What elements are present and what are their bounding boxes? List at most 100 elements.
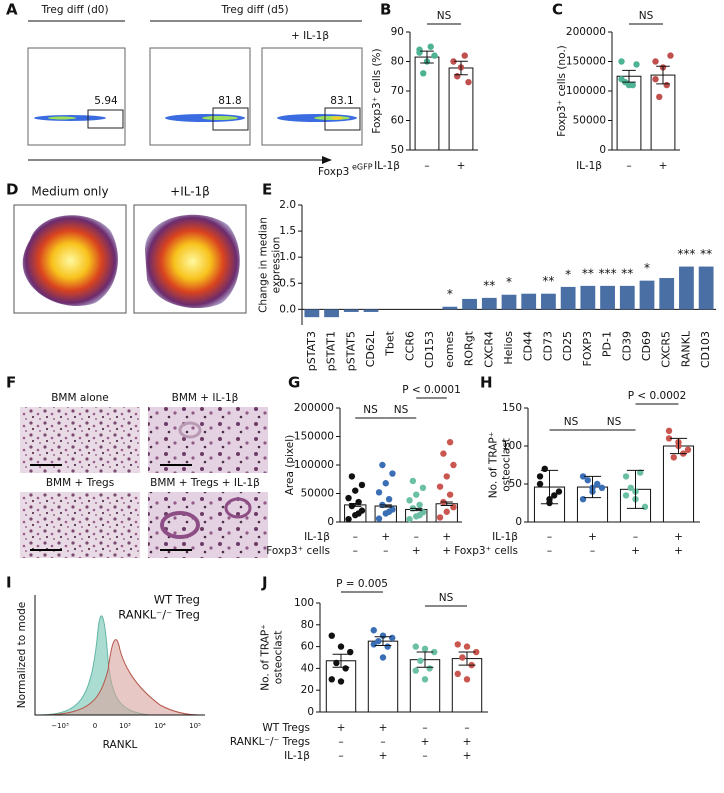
y-tick-label: 0.0 — [279, 303, 296, 315]
row-label: WT Tregs — [262, 722, 310, 734]
data-point — [379, 654, 387, 661]
y-axis-label: Change in median — [258, 217, 270, 313]
bar — [639, 280, 655, 310]
data-point — [412, 667, 419, 674]
x-tick-label: Helios — [502, 331, 515, 365]
bar — [521, 293, 537, 310]
data-point — [598, 484, 606, 491]
data-point — [579, 473, 587, 480]
error-bar — [410, 507, 423, 512]
data-point — [656, 93, 663, 101]
data-point — [463, 676, 471, 683]
x-tick-label: 10⁵ — [189, 722, 201, 730]
y-tick-label: 0.5 — [279, 277, 296, 289]
annotation: NS — [639, 10, 654, 22]
error-bar — [379, 504, 392, 508]
row-symbol: – — [338, 750, 343, 762]
data-point — [389, 634, 396, 642]
header: + IL-1β — [291, 30, 329, 42]
y-tick-label: 100 — [502, 440, 522, 452]
axes — [34, 595, 205, 716]
row-symbol: – — [633, 531, 638, 543]
bar — [363, 309, 379, 312]
data-point — [337, 678, 345, 685]
bar — [481, 297, 497, 310]
bar — [619, 285, 635, 310]
data-point — [379, 632, 387, 639]
data-point — [627, 484, 634, 491]
y-axis-label: No. of TRAP⁺ — [488, 432, 500, 499]
axis-label: Normalized to mode — [16, 602, 28, 709]
data-point — [417, 657, 424, 664]
axis-label: Foxp3 — [318, 166, 349, 178]
row-label: IL-1β — [284, 750, 310, 762]
data-point — [375, 637, 382, 645]
bar — [442, 306, 458, 310]
image-label: BMM + IL-1β — [172, 392, 239, 404]
y-tick-label: 50000 — [573, 115, 606, 127]
row-symbol: – — [380, 736, 385, 748]
error-bar — [622, 69, 636, 83]
data-point — [443, 473, 450, 480]
flow-plots — [27, 47, 363, 146]
bar — [324, 309, 339, 318]
row-symbol: – — [590, 545, 595, 557]
y-tick-label: 150000 — [566, 56, 606, 68]
panel-label: J — [261, 574, 268, 592]
row-label: Foxp3⁺ cells — [266, 545, 330, 557]
y-tick-label: 0 — [599, 144, 606, 156]
data-point — [461, 52, 468, 59]
x-tick-label: RANKL — [679, 330, 692, 367]
histogram-overlay — [39, 615, 201, 716]
data-point — [420, 70, 427, 77]
x-tick-label: CD25 — [561, 331, 574, 361]
data-point — [633, 61, 640, 68]
y-tick-label: 150 — [502, 402, 522, 414]
data-point — [465, 78, 472, 86]
row-symbol: – — [464, 722, 469, 734]
error-bar — [420, 50, 434, 64]
panel-label: C — [552, 1, 563, 19]
legend-entry: RANKL⁻/⁻ Treg — [118, 608, 200, 622]
row-symbol: + — [674, 545, 683, 557]
data-point — [450, 461, 457, 469]
data-point — [382, 480, 389, 487]
row-label: Foxp3⁺ cells — [454, 545, 518, 557]
y-tick-label: 0 — [327, 516, 334, 528]
row-symbol: + — [379, 722, 388, 734]
data-point — [416, 511, 423, 519]
row-symbol: – — [383, 545, 388, 557]
bar — [304, 309, 320, 318]
y-tick-label: 1.5 — [279, 225, 296, 237]
row-symbol: – — [422, 750, 427, 762]
x-tick-label: CXCR5 — [660, 331, 673, 368]
x-tick-label: CXCR4 — [482, 331, 495, 368]
data-point — [345, 494, 352, 502]
row-symbol: + — [588, 531, 597, 543]
bar — [679, 266, 694, 310]
data-point — [406, 497, 413, 504]
y-tick-label: 20 — [301, 684, 314, 696]
x-tick-label: eomes — [443, 331, 456, 368]
error-bar — [349, 502, 362, 507]
significance: *** — [677, 247, 695, 261]
annotation: P < 0.0002 — [628, 390, 687, 402]
y-tick-label: 100000 — [566, 85, 606, 97]
data-point — [384, 643, 391, 650]
data-point — [555, 488, 563, 495]
significance: ** — [582, 266, 594, 280]
annotation: P < 0.0001 — [402, 384, 461, 396]
data-point — [421, 676, 429, 683]
error-bar — [374, 636, 392, 647]
x-tick-label: pSTAT3 — [305, 331, 318, 371]
x-tick-label: CD39 — [620, 331, 633, 361]
bar — [343, 309, 359, 312]
bar — [325, 660, 357, 713]
data-point — [352, 487, 359, 494]
data-point — [454, 670, 461, 678]
y-tick-label: 200000 — [566, 26, 606, 38]
data-point — [389, 470, 396, 477]
data-point — [431, 648, 438, 656]
error-bar — [669, 437, 688, 455]
bar — [698, 266, 714, 310]
